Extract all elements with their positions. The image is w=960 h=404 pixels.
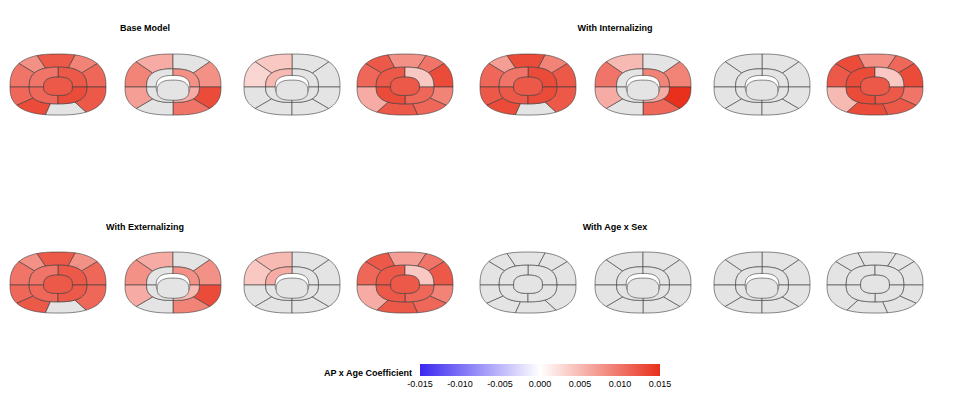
svg-text:0.005: 0.005 bbox=[569, 379, 592, 389]
svg-text:-0.015: -0.015 bbox=[407, 379, 433, 389]
svg-text:With Internalizing: With Internalizing bbox=[578, 23, 653, 33]
svg-text:0.015: 0.015 bbox=[649, 379, 672, 389]
svg-text:AP x Age Coefficient: AP x Age Coefficient bbox=[324, 368, 412, 378]
svg-text:-0.005: -0.005 bbox=[487, 379, 513, 389]
svg-text:With Externalizing: With Externalizing bbox=[106, 222, 184, 232]
svg-text:Base Model: Base Model bbox=[120, 23, 170, 33]
svg-text:0.000: 0.000 bbox=[529, 379, 552, 389]
svg-text:0.010: 0.010 bbox=[609, 379, 632, 389]
svg-text:-0.010: -0.010 bbox=[447, 379, 473, 389]
svg-text:With Age x Sex: With Age x Sex bbox=[583, 222, 648, 232]
